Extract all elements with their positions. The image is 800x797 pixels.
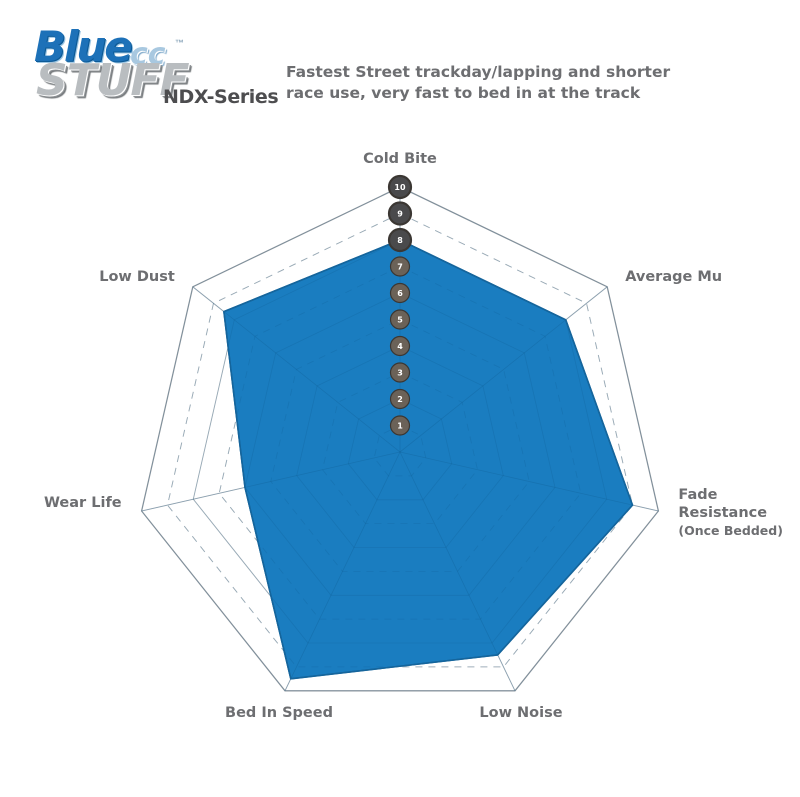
scale-tick-10: 10: [387, 174, 413, 200]
axis-label-text: Cold Bite: [363, 151, 437, 167]
grid-ring-overlay-6: [244, 292, 556, 596]
scale-tick-label-7: 7: [397, 263, 403, 272]
axis-label-text: Average Mu: [625, 269, 722, 285]
radar-chart: 1 2 3 4 5 6 7 8 9 10 Cold Bite Average Mu Fade Resis…: [0, 130, 800, 790]
axis-label-text: Bed In Speed: [225, 705, 333, 721]
axis-label-fade-resistance: Fade Resistance (Once Bedded): [678, 487, 783, 538]
scale-tick-label-4: 4: [397, 342, 403, 351]
grid-ring-10: [140, 186, 660, 692]
scale-tick-label-6: 6: [397, 289, 403, 298]
series-area-ndx-series: [223, 239, 634, 680]
scale-tick-4: 4: [389, 335, 411, 357]
header-tagline: Fastest Street trackday/lapping and shor…: [286, 62, 686, 104]
tagline-line-1: Fastest Street trackday/lapping and shor…: [286, 63, 671, 81]
grid-ring-overlay-1: [373, 425, 427, 477]
scale-tick-markers: 1 2 3 4 5 6 7 8 9 10: [387, 174, 413, 436]
logo-secondary-text: STUFF: [36, 55, 190, 106]
product-series-label: NDX-Series: [163, 86, 279, 108]
scale-tick-8: 8: [387, 227, 413, 253]
header-banner: Blue cc ™ STUFF NDX-Series Fastest Stree…: [0, 0, 800, 132]
grid-ring-overlay-5: [270, 319, 530, 572]
scale-tick-label-5: 5: [397, 316, 403, 325]
logo-accent-text: cc: [130, 37, 166, 72]
scale-tick-9: 9: [387, 201, 413, 226]
axis-label-wear-life: Wear Life: [44, 495, 122, 511]
tagline-line-2: race use, very fast to bed in at the tra…: [286, 84, 641, 102]
scale-tick-label-8: 8: [397, 236, 403, 245]
scale-tick-6: 6: [389, 282, 411, 304]
logo-primary-text: Blue: [34, 22, 133, 71]
axis-spoke-overlay-3: [399, 451, 516, 691]
scale-tick-3: 3: [389, 362, 411, 383]
axis-label-line-1: Resistance: [678, 505, 767, 521]
axis-labels: Cold Bite Average Mu Fade Resistance (Once B…: [44, 151, 783, 721]
axis-spoke-overlay-4: [284, 451, 401, 691]
scale-tick-label-9: 9: [397, 210, 403, 219]
scale-tick-label-10: 10: [394, 183, 406, 192]
axis-label-low-dust: Low Dust: [99, 269, 175, 285]
axis-label-text: Wear Life: [44, 495, 122, 511]
axis-spoke-overlay-2: [399, 451, 659, 512]
scale-tick-7: 7: [389, 256, 411, 277]
grid-ring-overlay-7: [218, 266, 582, 620]
scale-tick-label-3: 3: [397, 369, 403, 378]
series-polygon: [141, 186, 659, 692]
grid-ring-overlay-2: [347, 398, 453, 501]
grid-ring-overlay-4: [296, 345, 504, 548]
grid-ring-overlay-3: [322, 372, 478, 525]
scale-tick-label-1: 1: [397, 422, 403, 431]
series-outline: [223, 239, 634, 680]
axis-label-text: Low Dust: [99, 269, 175, 285]
axis-label-average-mu: Average Mu: [625, 269, 722, 285]
scale-tick-2: 2: [389, 388, 411, 410]
axis-label-sublabel: (Once Bedded): [678, 523, 783, 538]
scale-tick-1: 1: [389, 415, 411, 436]
radar-chart-svg: 1 2 3 4 5 6 7 8 9 10 Cold Bite Average Mu Fade Resis…: [44, 151, 783, 721]
scale-tick-label-2: 2: [397, 395, 403, 404]
axis-spoke-overlay-1: [399, 286, 608, 453]
brand-logo: Blue cc ™ STUFF: [34, 22, 190, 110]
scale-tick-5: 5: [389, 309, 411, 330]
axis-label-line-0: Fade: [678, 487, 717, 503]
axis-label-low-noise: Low Noise: [479, 705, 562, 721]
axis-label-bed-in-speed: Bed In Speed: [225, 705, 333, 721]
grid-ring-overlay-8: [192, 239, 608, 644]
grid-ring-overlay-10: [141, 186, 659, 692]
axis-spoke-overlay-5: [141, 451, 401, 512]
trademark-icon: ™: [175, 38, 184, 48]
axis-spoke-overlay-6: [192, 286, 401, 453]
axis-label-text: Low Noise: [479, 705, 562, 721]
axis-label-cold-bite: Cold Bite: [363, 151, 437, 167]
